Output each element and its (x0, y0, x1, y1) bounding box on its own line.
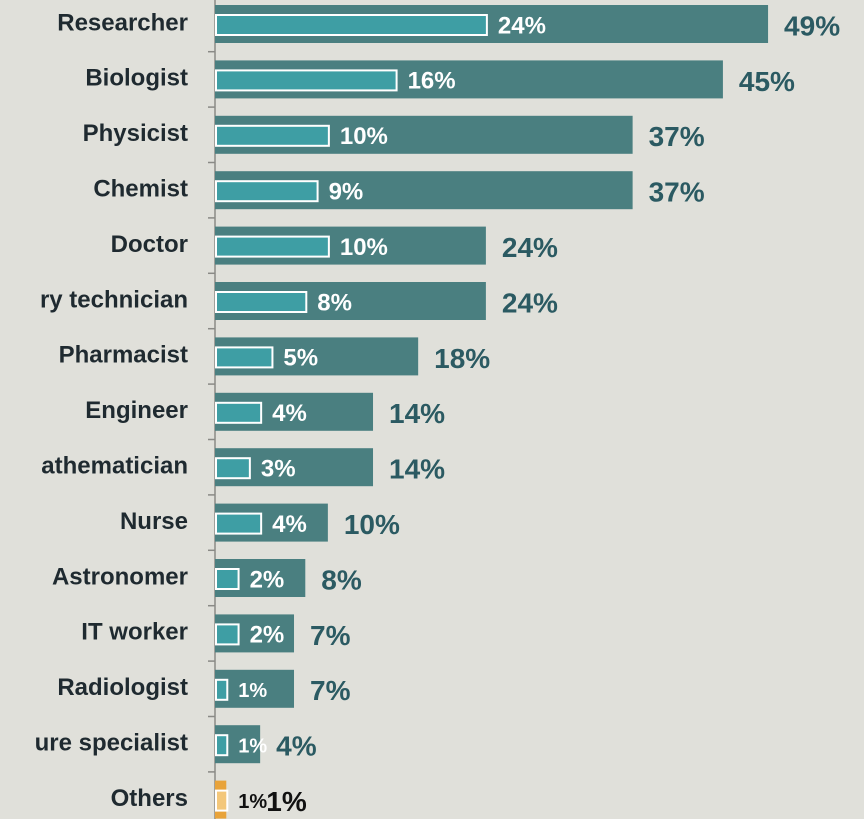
outer-value-label: 37% (649, 121, 705, 152)
inner-bar (215, 789, 229, 812)
outer-value-label: 18% (434, 343, 490, 374)
outer-value-label: 37% (649, 177, 705, 208)
inner-bar (215, 568, 240, 590)
outer-value-label: 24% (502, 232, 558, 263)
outer-value-label: 14% (389, 454, 445, 485)
outer-value-label: 24% (502, 287, 558, 318)
category-label: Physicist (83, 120, 188, 147)
inner-value-label: 10% (340, 234, 388, 261)
outer-value-label: 8% (321, 564, 362, 595)
inner-value-label: 4% (272, 511, 307, 538)
category-label: athematician (41, 453, 188, 480)
inner-value-label: 2% (250, 622, 285, 649)
inner-bar (215, 734, 229, 757)
inner-bar (215, 512, 263, 535)
inner-value-label: 5% (283, 345, 318, 372)
inner-bar (215, 291, 308, 313)
outer-value-label: 4% (276, 731, 317, 762)
inner-value-label: 10% (340, 123, 388, 150)
outer-value-label: 7% (310, 675, 351, 706)
inner-bar (215, 124, 330, 147)
inner-bar (215, 678, 229, 701)
category-label: Nurse (120, 508, 188, 535)
inner-value-label: 1% (238, 680, 267, 702)
inner-value-label: 4% (272, 400, 307, 427)
inner-bar (215, 235, 330, 258)
inner-value-label: 2% (250, 566, 285, 593)
inner-bar (215, 14, 488, 36)
category-label: ry technician (40, 286, 188, 313)
inner-value-label: 8% (317, 289, 352, 316)
inner-bar (215, 180, 319, 203)
category-label: Biologist (85, 65, 188, 92)
inner-value-label: 1% (238, 791, 267, 813)
category-label: Others (111, 785, 188, 812)
category-label: ure specialist (35, 730, 188, 757)
inner-value-label: 24% (498, 12, 546, 39)
outer-value-label: 49% (784, 10, 840, 41)
inner-bar (215, 457, 251, 480)
outer-value-label: 10% (344, 509, 400, 540)
inner-bar (215, 623, 240, 646)
category-label: Radiologist (57, 674, 188, 701)
inner-bar (215, 346, 274, 369)
category-label: Pharmacist (59, 342, 188, 369)
inner-bar (215, 401, 263, 424)
category-label: Doctor (111, 231, 188, 258)
category-label: Engineer (85, 397, 188, 424)
inner-value-label: 16% (408, 68, 456, 95)
category-label: Astronomer (52, 563, 188, 590)
outer-value-label: 1% (266, 786, 307, 817)
inner-value-label: 1% (238, 735, 267, 757)
category-label: Chemist (93, 176, 188, 203)
outer-value-label: 14% (389, 398, 445, 429)
inner-bar (215, 69, 398, 92)
category-label: Researcher (57, 9, 188, 36)
outer-value-label: 45% (739, 66, 795, 97)
inner-value-label: 9% (329, 179, 364, 206)
outer-value-label: 7% (310, 620, 351, 651)
inner-value-label: 3% (261, 456, 296, 483)
category-label: IT worker (81, 619, 188, 646)
